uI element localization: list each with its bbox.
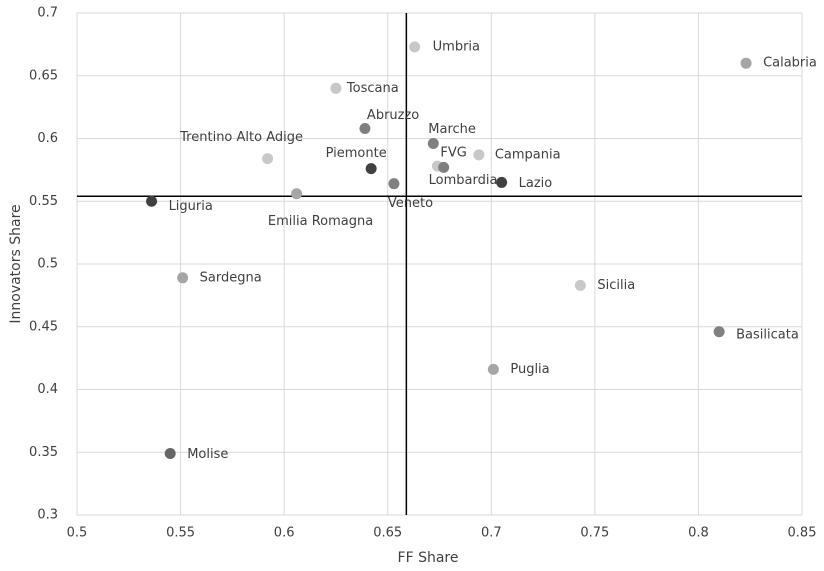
- y-tick-label: 0.7: [37, 6, 58, 21]
- point-label: Piemonte: [326, 146, 387, 161]
- point: [438, 161, 450, 173]
- point-label: Campania: [495, 147, 561, 162]
- x-tick-label: 0.65: [373, 526, 402, 541]
- x-tick-label: 0.8: [688, 526, 709, 541]
- point-label: FVG: [440, 146, 466, 161]
- point: [427, 138, 439, 150]
- point: [177, 272, 189, 284]
- point: [574, 279, 586, 291]
- point: [146, 195, 158, 207]
- point: [487, 363, 499, 375]
- point: [291, 188, 303, 200]
- point-label: Basilicata: [736, 327, 799, 342]
- point: [496, 176, 508, 188]
- point: [740, 57, 752, 69]
- y-tick-label: 0.65: [29, 68, 58, 83]
- point: [473, 149, 485, 161]
- y-tick-label: 0.35: [29, 445, 58, 460]
- x-tick-label: 0.55: [166, 526, 195, 541]
- point: [365, 163, 377, 175]
- point-label: Umbria: [433, 39, 480, 54]
- y-tick-label: 0.45: [29, 319, 58, 334]
- point-label: Trentino Alto Adige: [179, 130, 303, 145]
- y-tick-label: 0.4: [37, 382, 58, 397]
- point: [359, 122, 371, 134]
- point: [409, 41, 421, 53]
- point-label: Lazio: [519, 176, 553, 191]
- point: [164, 448, 176, 460]
- x-tick-label: 0.5: [67, 526, 88, 541]
- y-tick-label: 0.3: [37, 508, 58, 523]
- x-axis-title: FF Share: [398, 550, 459, 566]
- x-tick-label: 0.6: [274, 526, 295, 541]
- point-label: Toscana: [346, 81, 399, 96]
- point-label: Sardegna: [200, 270, 262, 285]
- x-tick-label: 0.85: [788, 526, 817, 541]
- point: [388, 178, 400, 190]
- point-label: Marche: [428, 122, 476, 137]
- point-label: Veneto: [388, 196, 433, 211]
- point-label: Puglia: [510, 362, 549, 377]
- y-tick-label: 0.5: [37, 257, 58, 272]
- point-label: Sicilia: [597, 278, 635, 293]
- y-tick-label: 0.6: [37, 131, 58, 146]
- point-label: Abruzzo: [367, 108, 419, 123]
- y-tick-label: 0.55: [29, 194, 58, 209]
- point: [330, 82, 342, 94]
- point: [713, 326, 725, 338]
- x-tick-label: 0.75: [580, 526, 609, 541]
- x-tick-label: 0.7: [481, 526, 502, 541]
- point-label: Liguria: [169, 199, 213, 214]
- point-label: Molise: [187, 447, 228, 462]
- point: [262, 153, 274, 165]
- y-axis-title: Innovators Share: [8, 204, 24, 323]
- point-label: Emilia Romagna: [268, 214, 373, 229]
- point-label: Calabria: [763, 56, 817, 71]
- point-label: Lombardia: [429, 173, 498, 188]
